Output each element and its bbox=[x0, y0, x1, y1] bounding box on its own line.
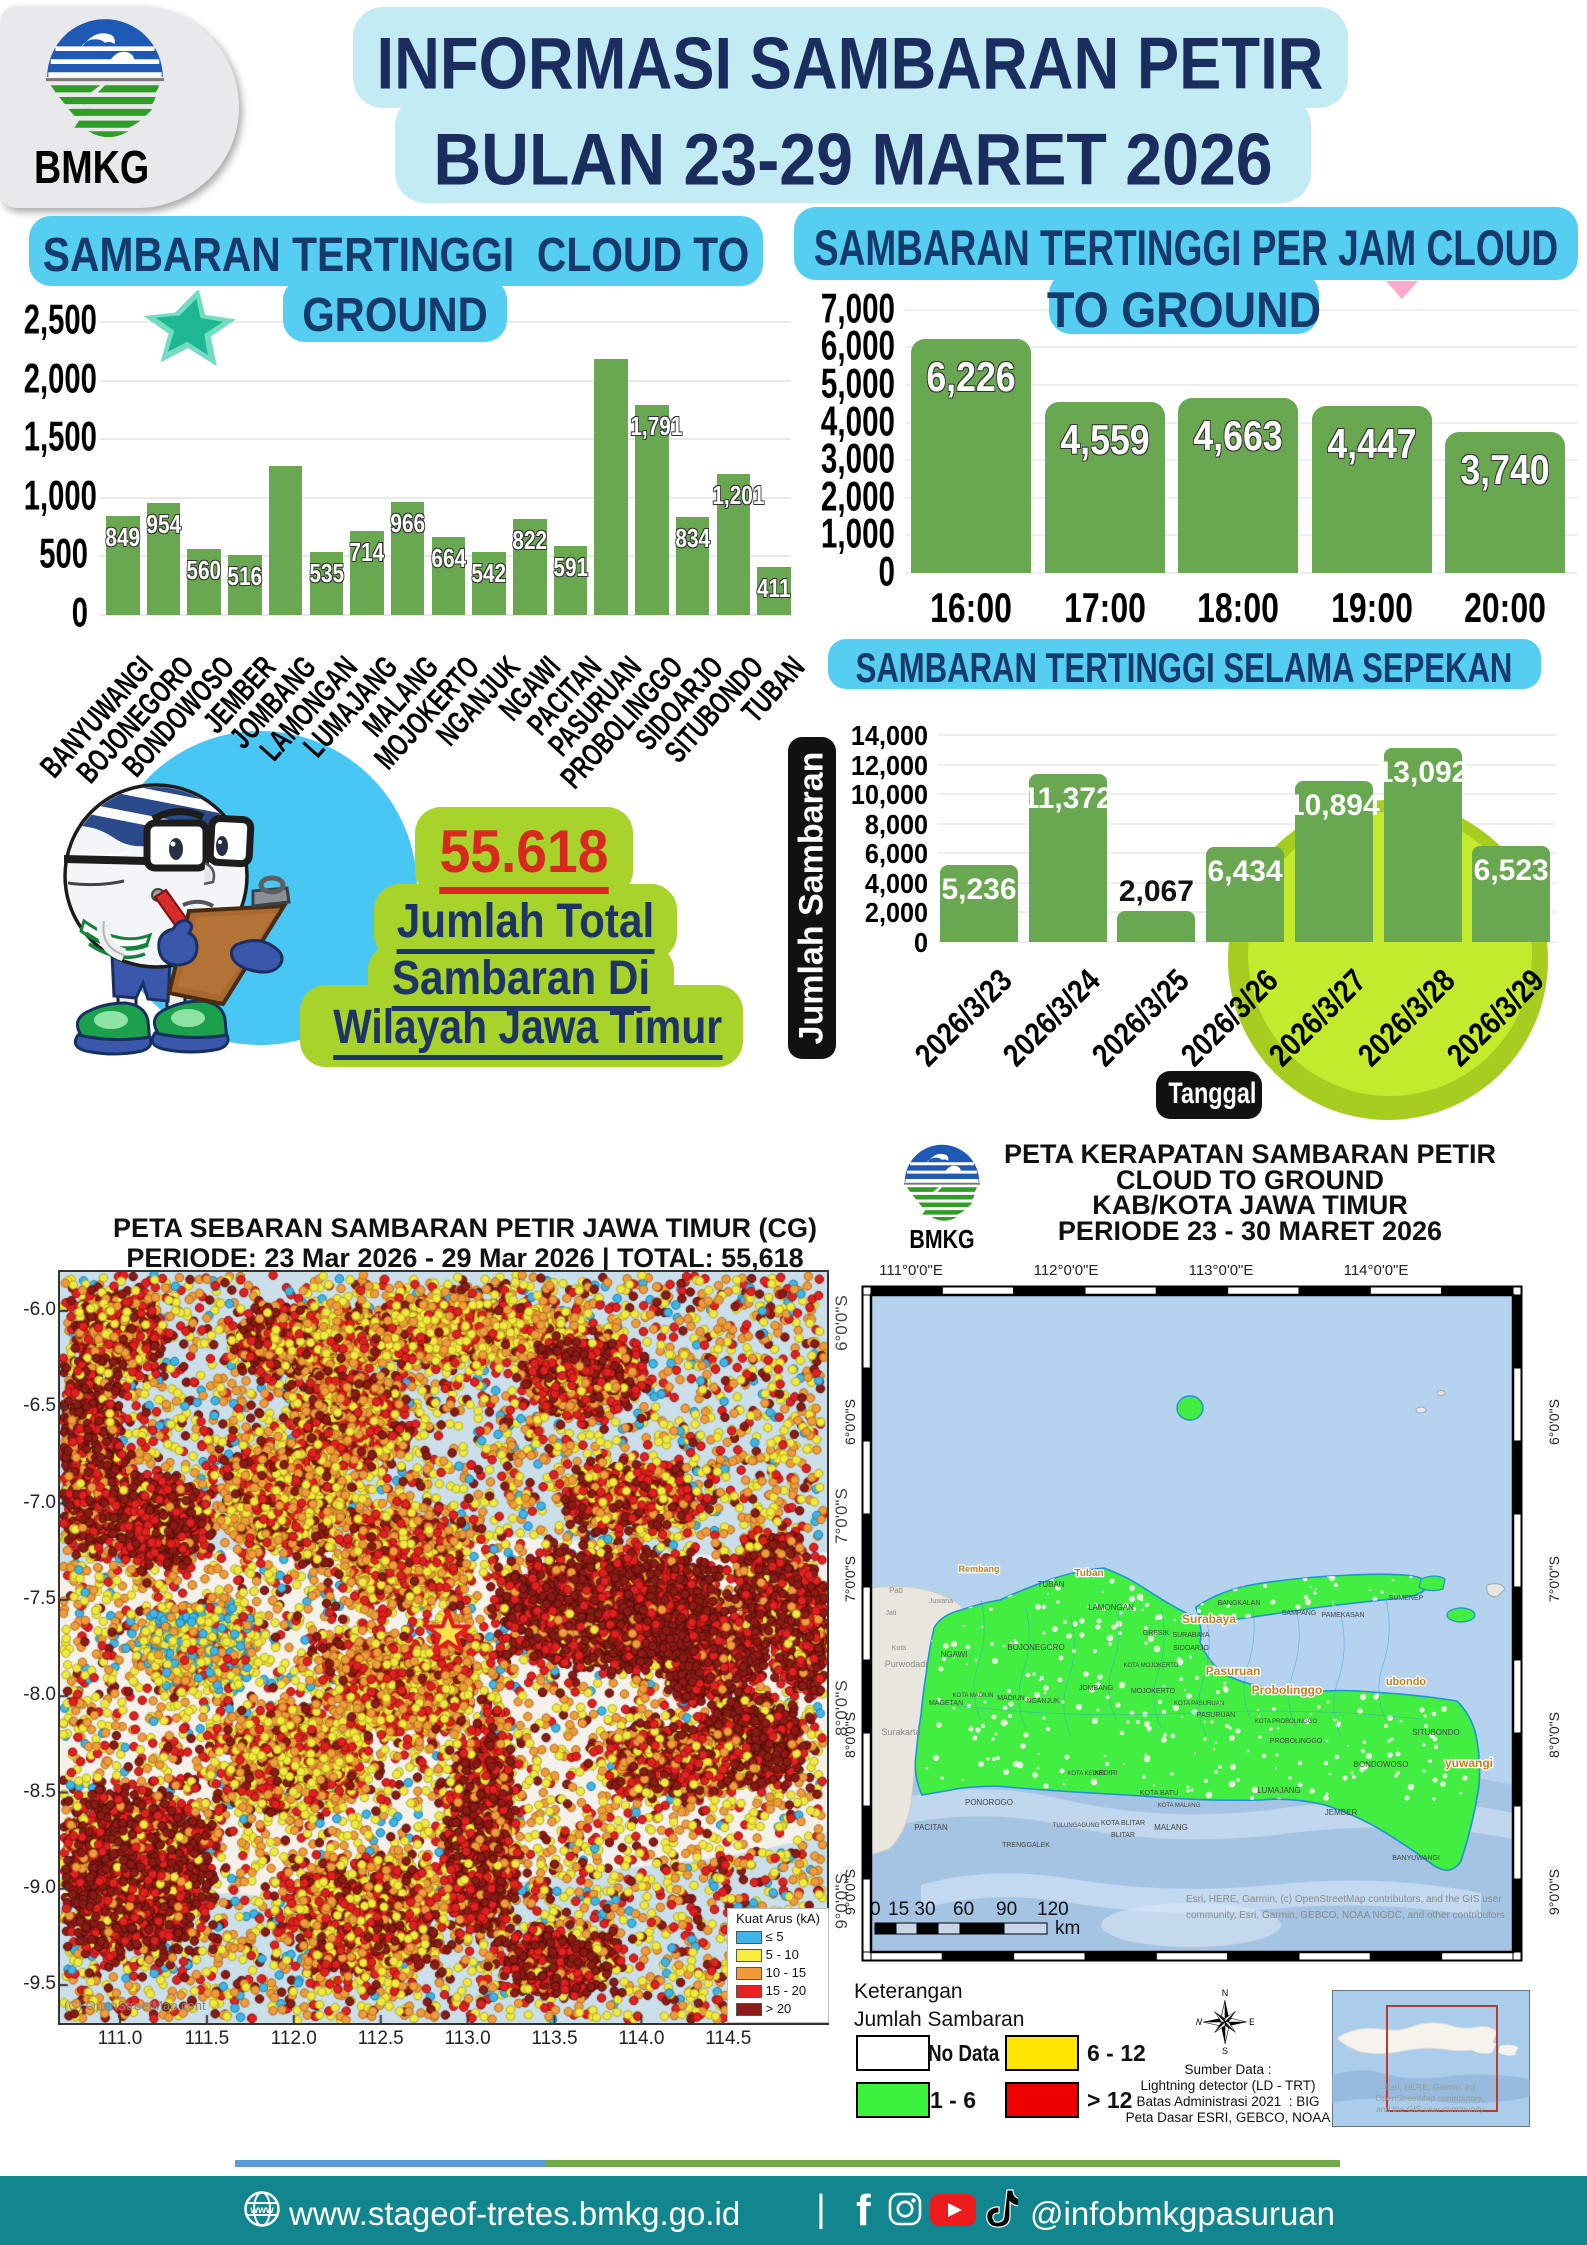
svg-text:PAMEKASAN: PAMEKASAN bbox=[1321, 1612, 1364, 1619]
svg-text:N: N bbox=[1222, 1988, 1229, 1998]
svg-text:PACITAN: PACITAN bbox=[914, 1823, 948, 1832]
svg-text:Purwodadi: Purwodadi bbox=[885, 1659, 928, 1669]
svg-text:KOTA BLITAR: KOTA BLITAR bbox=[1101, 1820, 1145, 1827]
svg-text:SIDOARJO: SIDOARJO bbox=[1173, 1645, 1209, 1652]
svg-text:Surabaya: Surabaya bbox=[1182, 1612, 1236, 1626]
svg-text:GRESIK: GRESIK bbox=[1143, 1630, 1170, 1637]
svg-text:NGAWI: NGAWI bbox=[941, 1650, 968, 1659]
svg-text:S: S bbox=[1222, 2046, 1228, 2056]
svg-text:Rembang: Rembang bbox=[958, 1564, 999, 1574]
svg-text:Surakarta: Surakarta bbox=[881, 1727, 920, 1737]
svg-text:KEDIRI: KEDIRI bbox=[1094, 1770, 1117, 1777]
svg-text:Kota: Kota bbox=[892, 1645, 907, 1652]
svg-text:www: www bbox=[249, 2205, 274, 2216]
svg-text:Tuban: Tuban bbox=[1074, 1568, 1103, 1579]
svg-text:W: W bbox=[1196, 2017, 1203, 2027]
svg-text:120: 120 bbox=[1037, 1899, 1069, 1920]
svg-text:MOJOKERTO: MOJOKERTO bbox=[1131, 1688, 1176, 1695]
svg-text:BONDOWOSO: BONDOWOSO bbox=[1354, 1760, 1409, 1769]
svg-text:MALANG: MALANG bbox=[1154, 1823, 1188, 1832]
svg-text:JEMBER: JEMBER bbox=[1325, 1808, 1358, 1817]
svg-text:BOJONEGORO: BOJONEGORO bbox=[1007, 1643, 1064, 1652]
svg-text:LAMONGAN: LAMONGAN bbox=[1088, 1603, 1134, 1612]
svg-text:PONOROGO: PONOROGO bbox=[965, 1798, 1013, 1807]
svg-text:km: km bbox=[1055, 1918, 1080, 1939]
svg-text:TUBAN: TUBAN bbox=[1037, 1580, 1064, 1589]
svg-text:KOTA PASURUAN: KOTA PASURUAN bbox=[1174, 1701, 1224, 1707]
svg-text:BANYUWANGI: BANYUWANGI bbox=[1392, 1855, 1440, 1862]
svg-text:ubondo: ubondo bbox=[1386, 1676, 1427, 1688]
svg-text:Pati: Pati bbox=[889, 1586, 903, 1595]
svg-text:60: 60 bbox=[953, 1899, 974, 1920]
svg-text:Jati: Jati bbox=[886, 1610, 897, 1617]
svg-text:TULUNGAGUNG: TULUNGAGUNG bbox=[1053, 1823, 1100, 1829]
svg-text:OpenStreetMap contributors,: OpenStreetMap contributors, bbox=[1375, 2093, 1484, 2103]
svg-text:SURABAYA: SURABAYA bbox=[1172, 1632, 1209, 1639]
svg-text:Probolinggo: Probolinggo bbox=[1252, 1683, 1323, 1697]
svg-text:KOTA BATU: KOTA BATU bbox=[1140, 1790, 1178, 1797]
svg-text:BANGKALAN: BANGKALAN bbox=[1218, 1600, 1261, 1607]
svg-text:PASURUAN: PASURUAN bbox=[1197, 1712, 1235, 1719]
svg-text:90: 90 bbox=[996, 1899, 1017, 1920]
svg-text:NGANJUK: NGANJUK bbox=[1026, 1698, 1060, 1705]
svg-text:MADIUN: MADIUN bbox=[997, 1695, 1025, 1702]
svg-text:MAGETAN: MAGETAN bbox=[929, 1700, 963, 1707]
svg-text:KOTA KEDIRI: KOTA KEDIRI bbox=[1067, 1771, 1105, 1777]
svg-text:KOTA MALANG: KOTA MALANG bbox=[1158, 1803, 1201, 1809]
svg-text:KOTA MOJOKERTO: KOTA MOJOKERTO bbox=[1123, 1663, 1178, 1669]
svg-text:Juwana: Juwana bbox=[929, 1598, 953, 1605]
svg-text:yuwangi: yuwangi bbox=[1445, 1756, 1493, 1770]
svg-text:PROBOLINGGO: PROBOLINGGO bbox=[1270, 1738, 1323, 1745]
svg-text:SUMENEP: SUMENEP bbox=[1389, 1595, 1424, 1602]
svg-text:BLITAR: BLITAR bbox=[1111, 1832, 1135, 1839]
svg-text:SITUBONDO: SITUBONDO bbox=[1412, 1728, 1460, 1737]
svg-text:0: 0 bbox=[870, 1899, 881, 1920]
svg-text:JOMBANG: JOMBANG bbox=[1079, 1685, 1114, 1692]
svg-text:and the GIS user community: and the GIS user community bbox=[1376, 2104, 1484, 2114]
svg-text:15 30: 15 30 bbox=[888, 1899, 936, 1920]
svg-text:TRENGGALEK: TRENGGALEK bbox=[1002, 1842, 1050, 1849]
svg-text:SAMPANG: SAMPANG bbox=[1282, 1610, 1317, 1617]
svg-text:KOTA MADIUN: KOTA MADIUN bbox=[953, 1693, 994, 1699]
svg-text:E: E bbox=[1249, 2017, 1254, 2027]
svg-text:LUMAJANG: LUMAJANG bbox=[1257, 1786, 1301, 1795]
svg-text:Pasuruan: Pasuruan bbox=[1206, 1664, 1261, 1678]
svg-text:Esri, HERE, Garmin, (c) OpenSt: Esri, HERE, Garmin, (c) OpenStreetMap co… bbox=[1186, 1894, 1502, 1905]
svg-text:KOTA PROBOLINGGO: KOTA PROBOLINGGO bbox=[1255, 1719, 1318, 1725]
svg-text:Esri, HERE, Garmin, (c): Esri, HERE, Garmin, (c) bbox=[1385, 2082, 1475, 2092]
svg-text:community, Esri, Garmin, GEBCO: community, Esri, Garmin, GEBCO, NOAA NGD… bbox=[1186, 1910, 1505, 1921]
